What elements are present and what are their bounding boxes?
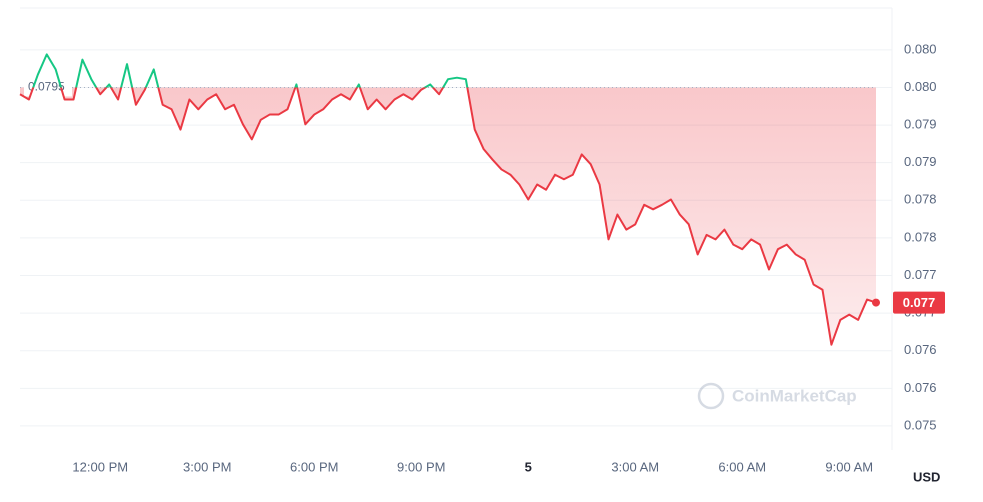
y-tick-label: 0.080 — [904, 79, 937, 94]
watermark-logo — [697, 382, 725, 410]
x-tick-label: 9:00 AM — [825, 459, 873, 474]
x-tick-label: 6:00 AM — [718, 459, 766, 474]
x-tick-label: 6:00 PM — [290, 459, 338, 474]
price-line — [19, 53, 877, 346]
y-tick-label: 0.078 — [904, 192, 937, 207]
x-tick-label: 12:00 PM — [72, 459, 128, 474]
y-tick-label: 0.080 — [904, 41, 937, 56]
y-tick-label: 0.077 — [904, 267, 937, 282]
x-tick-label: 9:00 PM — [397, 459, 445, 474]
watermark: CoinMarketCap — [697, 382, 857, 410]
y-tick-label: 0.075 — [904, 417, 937, 432]
baseline-label: 0.0795 — [28, 80, 65, 94]
area-fill — [20, 87, 876, 345]
y-tick-label: 0.079 — [904, 154, 937, 169]
current-dot — [872, 298, 880, 307]
y-tick-label: 0.079 — [904, 117, 937, 132]
y-tick-label: 0.076 — [904, 380, 937, 395]
x-tick-label: 5 — [525, 459, 532, 474]
current-badge — [893, 291, 945, 314]
x-tick-label: 3:00 PM — [183, 459, 231, 474]
x-tick-label: 3:00 AM — [611, 459, 659, 474]
y-tick-label: 0.078 — [904, 229, 937, 244]
watermark-text: CoinMarketCap — [732, 386, 857, 405]
current-label: 0.077 — [903, 295, 936, 310]
y-tick-label: 0.076 — [904, 342, 937, 357]
y-axis-unit: USD — [913, 469, 940, 484]
